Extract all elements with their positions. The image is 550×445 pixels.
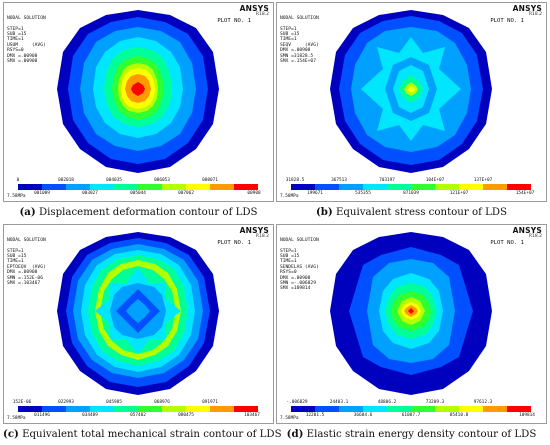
panel-strain: NODAL SOLUTION STEP=1 SUB =15 TIME=1 EPTOEQ… [3,224,282,443]
tick-label: 045985 [106,400,122,405]
tick-label: 367513 [331,178,347,183]
contour-disk-b [291,10,531,190]
tick-label: 703197 [379,178,395,183]
tick-label: 001009 [34,191,50,196]
tick-label: 104E+07 [425,178,445,183]
tick-label: 137E+07 [473,178,493,183]
ansys-logo: ANSYS R18.2 [512,4,542,17]
tick-label: 871039 [403,191,419,196]
header-text: NODAL SOLUTION STEP=1 SUB =15 TIME=1 SENDEL… [280,237,319,292]
tick-label: 535355 [355,191,371,196]
caption: (b) Equivalent stress contour of LDS [315,206,508,218]
plot-number: PLOT NO. 1 [490,240,524,246]
caption: (c) Equivalent total mechanical strain c… [3,428,282,440]
unit-label: 7.58MPa [7,194,26,199]
tick-label: 97612.3 [473,400,493,405]
tick-label: 103467 [244,413,260,418]
plot-frame: NODAL SOLUTION STEP=1 SUB =15 TIME=1 SEQV (… [276,2,547,202]
tick-label: 109814 [519,413,535,418]
legend-bar [291,184,531,190]
tick-label: 006053 [154,178,170,183]
tick-label: 154E+07 [515,191,535,196]
legend-ticks: 31828.5 367513 703197 104E+07 137E+07 19… [277,3,546,201]
caption: (d) Elastic strain energy density contou… [286,428,537,440]
tick-label: 85410.8 [449,413,469,418]
unit-label: 7.58MPa [7,416,26,421]
tick-label: 022993 [58,400,74,405]
ansys-logo: ANSYS R18.2 [239,226,269,239]
contour-disk-d [291,232,531,412]
tick-label: 007062 [178,191,194,196]
header-text: NODAL SOLUTION STEP=1 SUB =15 TIME=1 USUM (… [7,15,46,65]
tick-label: 152E-06 [12,400,32,405]
ansys-logo: ANSYS R18.2 [239,4,269,17]
plot-number: PLOT NO. 1 [490,18,524,24]
tick-label: 005044 [130,191,146,196]
header-text: NODAL SOLUTION STEP=1 SUB =15 TIME=1 EPTOEQ… [7,237,46,287]
tick-label: 121E+07 [449,191,469,196]
legend-ticks: -.006829 24403.1 48806.2 73209.3 97612.3… [277,225,546,423]
tick-label: 068976 [154,400,170,405]
tick-label: 24403.1 [329,400,349,405]
ansys-logo: ANSYS R18.2 [512,226,542,239]
panel-stress: NODAL SOLUTION STEP=1 SUB =15 TIME=1 SEQV (… [276,2,547,221]
plot-frame: NODAL SOLUTION STEP=1 SUB =15 TIME=1 USUM (… [3,2,274,202]
tick-label: 008071 [202,178,218,183]
plot-frame: NODAL SOLUTION STEP=1 SUB =15 TIME=1 SENDEL… [276,224,547,424]
tick-label: -.006829 [286,400,308,405]
panel-energy: NODAL SOLUTION STEP=1 SUB =15 TIME=1 SENDEL… [276,224,547,443]
contour-disk-c [18,232,258,412]
legend-ticks: 0 002018 004035 006053 008071 001009 003… [4,3,273,201]
contour-disk-a [18,10,258,190]
tick-label: 31828.5 [285,178,305,183]
tick-label: 00908 [247,191,261,196]
panel-displacement: NODAL SOLUTION STEP=1 SUB =15 TIME=1 USUM (… [3,2,274,221]
tick-label: 011496 [34,413,50,418]
tick-label: 002018 [58,178,74,183]
tick-label: 004035 [106,178,122,183]
tick-label: 0 [16,178,20,183]
tick-label: 48806.2 [377,400,397,405]
tick-label: 080475 [178,413,194,418]
tick-label: 61007.7 [401,413,421,418]
unit-label: 7.58MPa [280,194,299,199]
legend-bar [18,406,258,412]
legend-bar [18,184,258,190]
tick-label: 091971 [202,400,218,405]
tick-label: 034489 [82,413,98,418]
tick-label: 12201.5 [305,413,325,418]
tick-label: 36604.6 [353,413,373,418]
tick-label: 199671 [307,191,323,196]
legend-bar [291,406,531,412]
caption: (a) Displacement deformation contour of … [19,206,258,218]
tick-label: 057482 [130,413,146,418]
unit-label: 7.58MPa [280,416,299,421]
tick-label: 003027 [82,191,98,196]
plot-number: PLOT NO. 1 [217,18,251,24]
legend-ticks: 152E-06 022993 045985 068976 091971 0114… [4,225,273,423]
plot-frame: NODAL SOLUTION STEP=1 SUB =15 TIME=1 EPTOEQ… [3,224,274,424]
plot-number: PLOT NO. 1 [217,240,251,246]
tick-label: 73209.3 [425,400,445,405]
header-text: NODAL SOLUTION STEP=1 SUB =15 TIME=1 SEQV (… [280,15,319,65]
